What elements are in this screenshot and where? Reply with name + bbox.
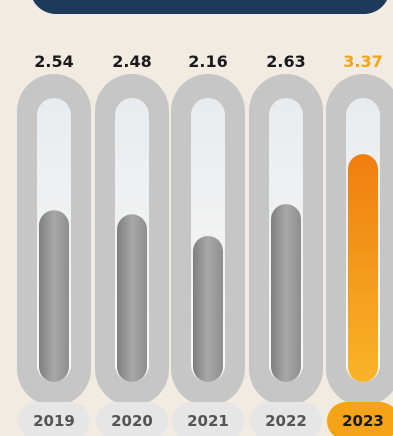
value-label-2020: 2.48 — [112, 52, 151, 71]
year-pill-2022 — [250, 402, 322, 436]
year-pill-2020 — [96, 402, 168, 436]
header-banner — [30, 0, 390, 14]
value-label-2022: 2.63 — [266, 52, 305, 71]
year-label-2021: 2021 — [187, 412, 229, 430]
year-label-2019: 2019 — [33, 412, 75, 430]
value-label-2023: 3.37 — [343, 52, 382, 71]
bar-2021 — [193, 235, 223, 382]
year-label-2023: 2023 — [342, 412, 384, 430]
year-label-2020: 2020 — [111, 412, 153, 430]
year-pill-2021 — [172, 402, 244, 436]
year-pill-2019 — [18, 402, 90, 436]
year-label-2022: 2022 — [265, 412, 307, 430]
bar-2020 — [117, 214, 147, 382]
bar-2022 — [271, 204, 301, 382]
year-pill-2023 — [327, 402, 393, 436]
bar-2023 — [348, 154, 378, 382]
bar-2019 — [39, 210, 69, 382]
value-label-2021: 2.16 — [188, 52, 227, 71]
value-label-2019: 2.54 — [34, 52, 73, 71]
